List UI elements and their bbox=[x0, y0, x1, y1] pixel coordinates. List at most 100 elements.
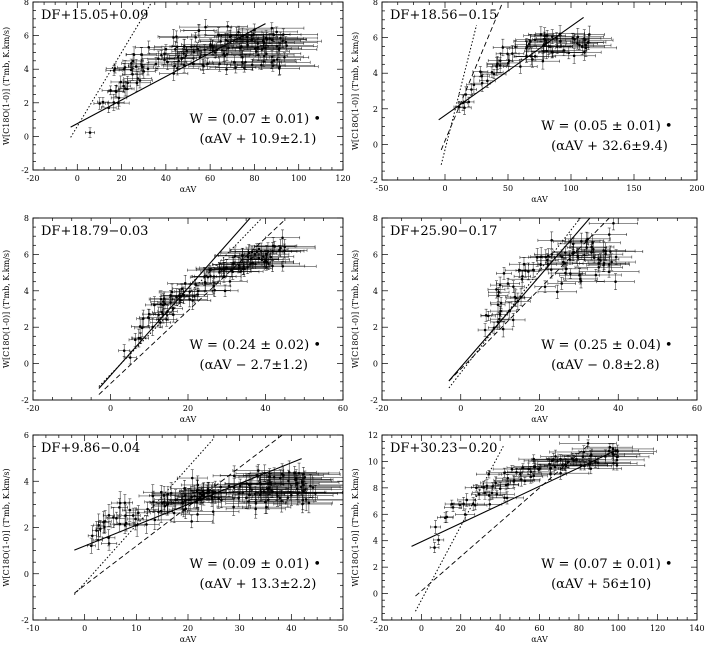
data-point bbox=[105, 63, 125, 74]
data-point bbox=[507, 270, 537, 289]
data-point bbox=[486, 481, 515, 496]
data-point bbox=[180, 483, 227, 500]
y-tick-label: -2 bbox=[21, 616, 29, 625]
x-tick-label: 100 bbox=[611, 624, 626, 633]
plot-frame bbox=[381, 434, 698, 621]
data-point bbox=[212, 276, 248, 287]
fit-line-dashed bbox=[98, 219, 286, 395]
data-point bbox=[238, 253, 279, 264]
data-point bbox=[481, 69, 507, 79]
data-point bbox=[142, 318, 163, 336]
data-point bbox=[572, 256, 626, 271]
data-point bbox=[514, 39, 544, 50]
data-point bbox=[480, 308, 492, 322]
y-tick-label: 4 bbox=[373, 69, 378, 78]
y-tick-label: 6 bbox=[373, 250, 378, 259]
fit-line-dashed bbox=[74, 435, 283, 594]
data-point bbox=[587, 253, 636, 271]
data-point bbox=[206, 263, 260, 280]
x-tick-label: 50 bbox=[338, 624, 348, 633]
data-point bbox=[259, 473, 334, 486]
x-tick-label: 100 bbox=[291, 174, 306, 183]
chart-panel-5: -10 0 10 20 30 40 50 -2 0 2 4 6 αAV W[C18O(1-0)] (T'm… bbox=[2, 431, 348, 644]
fit-line-dashed bbox=[448, 218, 610, 382]
data-point bbox=[177, 45, 211, 59]
data-point bbox=[232, 482, 296, 501]
panel-title: DF+30.23−0.20 bbox=[390, 441, 497, 456]
data-point bbox=[244, 245, 290, 264]
data-point bbox=[161, 57, 207, 73]
data-point bbox=[215, 61, 257, 74]
y-tick-label: -2 bbox=[370, 616, 378, 625]
data-point bbox=[555, 268, 586, 279]
y-tick-label: 8 bbox=[373, 214, 378, 223]
data-point bbox=[547, 277, 576, 290]
chart-panel-2: -50 0 50 100 150 200 -2 0 2 4 6 8 αAV W[C18O(1-0)] (T… bbox=[351, 0, 705, 204]
y-axis-label: W[C18O(1-0)] (T'mb, K.km/s) bbox=[351, 468, 360, 586]
data-point bbox=[123, 71, 153, 86]
data-point bbox=[216, 29, 291, 40]
data-point bbox=[490, 276, 510, 294]
y-tick-label: 4 bbox=[24, 65, 29, 74]
y-tick-label: 4 bbox=[24, 477, 29, 486]
data-point bbox=[246, 479, 292, 495]
x-tick-label: 20 bbox=[183, 404, 193, 413]
y-tick-label: 0 bbox=[373, 140, 378, 149]
data-point bbox=[285, 492, 333, 514]
data-point bbox=[226, 482, 260, 503]
fit-formula-line2: (αAV + 56±10) bbox=[551, 577, 651, 592]
data-point bbox=[525, 52, 560, 70]
x-tick-label: -20 bbox=[376, 404, 389, 413]
data-point bbox=[122, 74, 151, 92]
y-tick-label: 8 bbox=[373, 484, 378, 493]
y-tick-label: 6 bbox=[24, 32, 29, 41]
data-point bbox=[524, 44, 563, 59]
data-point bbox=[488, 287, 510, 298]
data-point bbox=[165, 292, 196, 307]
data-point bbox=[107, 511, 126, 525]
y-tick-label: 6 bbox=[373, 510, 378, 519]
data-point bbox=[518, 469, 544, 484]
data-point bbox=[105, 65, 123, 76]
y-axis-label: W[C18O(1-0)] (T'mb, K.km/s) bbox=[351, 250, 360, 368]
data-point bbox=[527, 39, 573, 54]
data-point bbox=[153, 40, 197, 58]
data-point bbox=[248, 28, 318, 41]
data-point bbox=[277, 485, 343, 502]
data-point bbox=[265, 229, 301, 246]
x-axis-label: αAV bbox=[531, 415, 548, 424]
data-point bbox=[157, 297, 184, 308]
data-point bbox=[553, 242, 594, 261]
data-point bbox=[596, 273, 635, 290]
data-point bbox=[254, 239, 316, 255]
data-point bbox=[534, 280, 556, 293]
y-tick-label: 0 bbox=[373, 590, 378, 599]
fit-line-solid bbox=[438, 17, 584, 121]
data-point bbox=[557, 29, 612, 48]
y-axis-label: W[C18O(1-0)] (T'mb, K.km/s) bbox=[2, 468, 11, 586]
data-point bbox=[495, 48, 520, 60]
data-point bbox=[138, 484, 167, 508]
fit-line-dotted bbox=[70, 2, 153, 138]
data-point bbox=[576, 242, 636, 260]
data-point bbox=[493, 320, 514, 338]
data-point bbox=[222, 48, 295, 61]
y-tick-label: 2 bbox=[373, 323, 378, 332]
data-point bbox=[496, 267, 512, 280]
data-point bbox=[106, 507, 121, 528]
data-point bbox=[440, 511, 454, 523]
fit-line-dashed bbox=[415, 444, 590, 597]
fit-formula-line2: (αAV − 0.8±2.8) bbox=[551, 358, 659, 373]
data-point bbox=[93, 97, 106, 110]
y-axis-label: W[C18O(1-0)] (T'mb, K.km/s) bbox=[2, 27, 11, 145]
x-tick-label: 0 bbox=[442, 184, 447, 193]
data-point bbox=[490, 314, 506, 330]
data-point bbox=[498, 468, 542, 481]
data-point bbox=[171, 39, 197, 55]
data-point bbox=[584, 450, 650, 464]
x-tick-label: 60 bbox=[205, 174, 215, 183]
y-tick-label: -2 bbox=[370, 396, 378, 405]
data-point bbox=[494, 475, 534, 488]
y-tick-label: 0 bbox=[373, 360, 378, 369]
data-point bbox=[254, 240, 296, 252]
